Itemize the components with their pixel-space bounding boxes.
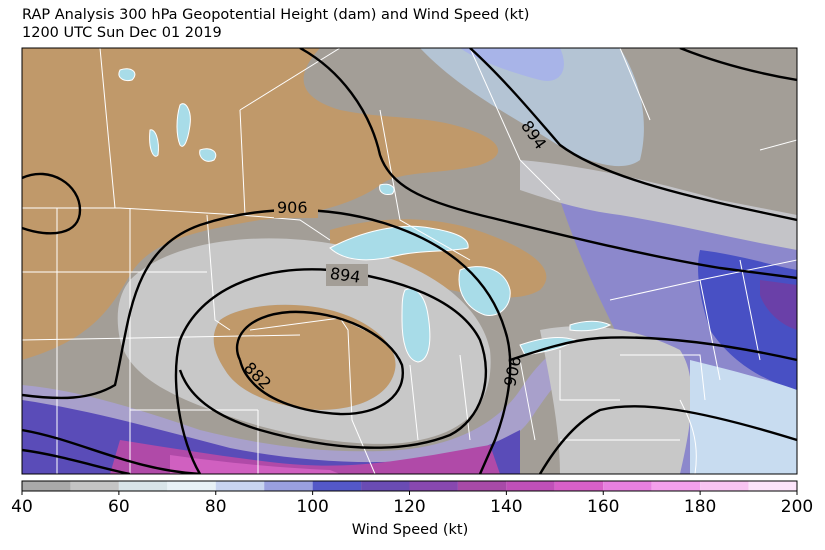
state-line-4 <box>22 334 301 341</box>
lake-michigan <box>401 288 431 363</box>
state-line-11 <box>459 354 471 441</box>
canada-province-line-1 <box>99 48 116 209</box>
colorbar-segment <box>554 481 604 491</box>
state-line-15 <box>699 279 721 381</box>
colorbar-segment <box>651 481 701 491</box>
colorbar-tick-label: 160 <box>587 497 620 517</box>
colorbar-tick-label: 120 <box>393 497 426 517</box>
colorbar-segment <box>312 481 362 491</box>
contour-894 <box>22 268 488 474</box>
lake-ontario <box>569 320 612 332</box>
colorbar-tick-label: 60 <box>108 497 130 517</box>
jet-northeast-max <box>760 280 797 330</box>
wind-band-blue-north <box>460 48 564 81</box>
state-line-19 <box>619 48 651 121</box>
colorbar-tick-label: 100 <box>296 497 329 517</box>
lake-huron <box>458 266 511 316</box>
contour-894-north <box>299 48 797 280</box>
colorbar-segment <box>457 481 507 491</box>
canada-province-line-3 <box>239 48 341 111</box>
colorbar-segment <box>70 481 119 491</box>
contour-882 <box>235 310 405 416</box>
lake-manitoba <box>149 129 159 157</box>
contour-southwest <box>22 448 131 474</box>
contour-label-906-a: 906 <box>277 198 308 217</box>
lake-small-3 <box>379 183 395 195</box>
colorbar-segment <box>700 481 749 491</box>
contour-label-bg-1 <box>274 196 318 218</box>
contour-southeast-1 <box>538 405 797 474</box>
state-line-5 <box>206 214 231 331</box>
colorbar-tick-label: 200 <box>780 497 814 517</box>
colorbar-tick-label: 80 <box>204 497 227 517</box>
map-subtitle: 1200 UTC Sun Dec 01 2019 <box>22 25 222 41</box>
colorbar-segment <box>409 481 458 491</box>
state-line-12 <box>519 359 536 441</box>
colorbar-segment <box>603 481 652 491</box>
great-lakes <box>118 68 612 363</box>
canada-province-line-2 <box>239 109 246 216</box>
state-line-17 <box>379 109 471 261</box>
colorbar-frame <box>21 480 798 492</box>
colorbar-label: Wind Speed (kt) <box>351 522 469 538</box>
state-line-14 <box>620 354 706 401</box>
colorbar-segment <box>264 481 313 491</box>
wind-band-lightblue-north <box>420 48 644 167</box>
jet-max-pink <box>170 455 340 474</box>
wind-band-paleblue-southeast <box>690 360 797 474</box>
colorbar <box>21 481 798 495</box>
colorbar-tick-label: 140 <box>490 497 523 517</box>
state-line-18 <box>469 48 561 201</box>
lake-erie <box>519 337 577 356</box>
state-line-13 <box>559 350 620 401</box>
map-frame <box>21 47 798 475</box>
contour-label-894-a: 894 <box>329 264 362 287</box>
contour-north-edge <box>679 48 797 82</box>
lake-superior <box>329 225 469 261</box>
state-line-20 <box>609 259 797 301</box>
map-field: 906 894 882 906 894 <box>22 48 797 474</box>
height-contours <box>22 48 797 474</box>
low-wind-region-north <box>22 48 499 360</box>
lake-small-1 <box>118 68 136 81</box>
colorbar-segment <box>167 481 216 491</box>
colorbar-tick-label: 40 <box>11 497 33 517</box>
state-line-16 <box>739 259 761 361</box>
contour-label-bg-2 <box>326 264 368 286</box>
colorbar-segment <box>748 481 797 491</box>
colorbar-segment <box>506 481 555 491</box>
state-line-21 <box>759 139 797 151</box>
lake-small-2 <box>199 148 217 162</box>
wind-band-gray-east <box>520 160 797 250</box>
map-title: RAP Analysis 300 hPa Geopotential Height… <box>22 7 530 23</box>
political-boundaries <box>22 48 797 474</box>
contour-906-west <box>22 172 82 235</box>
colorbar-segment <box>22 481 71 491</box>
lake-winnipeg <box>176 103 191 147</box>
coastline-east <box>679 399 697 474</box>
state-line-10 <box>409 364 419 441</box>
colorbar-segment <box>118 481 168 491</box>
contour-906-north <box>469 48 797 222</box>
colorbar-segment <box>361 481 410 491</box>
colorbar-segment <box>215 481 265 491</box>
colorbar-tick-label: 180 <box>683 497 717 517</box>
contour-southeast-2 <box>509 336 797 362</box>
